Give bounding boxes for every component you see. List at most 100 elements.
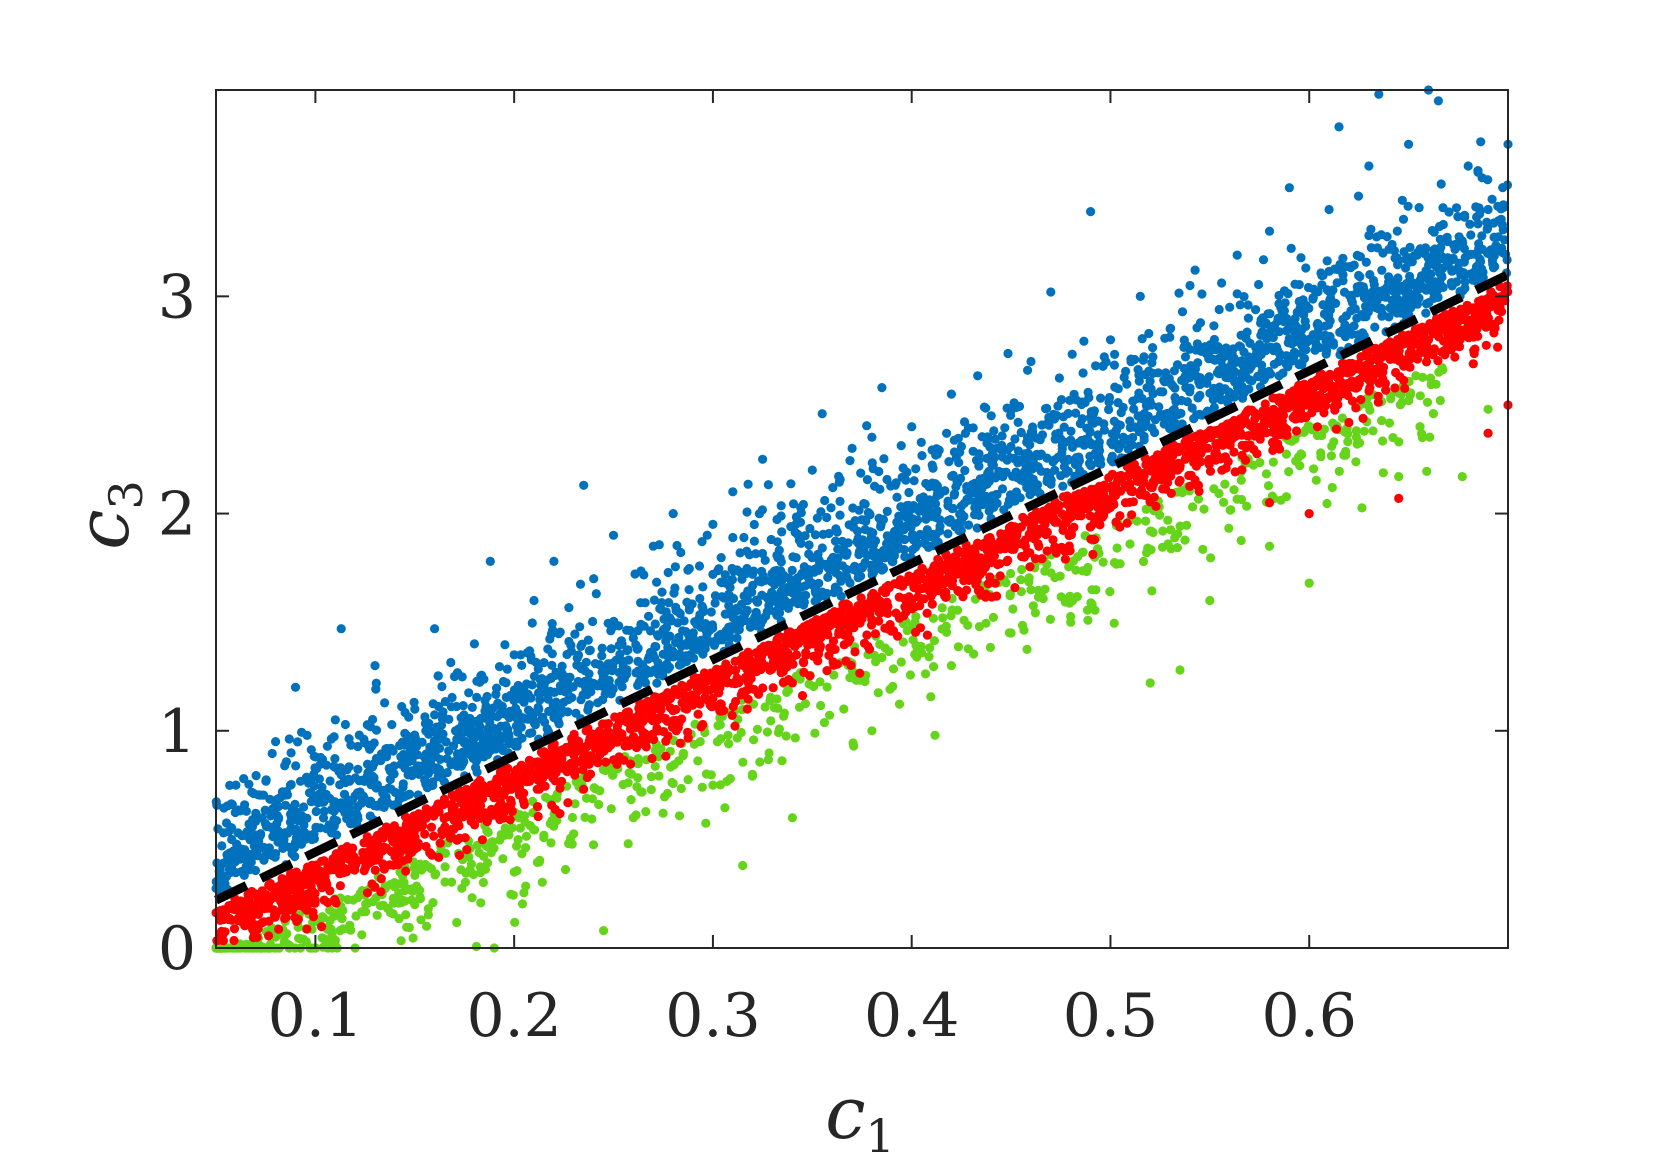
data-point [362,759,373,769]
data-point [1232,289,1242,299]
data-point [1033,585,1043,596]
data-point [663,642,673,653]
data-point [865,509,875,519]
data-point [446,702,456,712]
data-point [606,689,616,699]
data-point [888,664,899,674]
data-point [584,646,595,656]
data-point [582,772,593,783]
data-point [1022,644,1032,655]
data-point [1239,364,1249,374]
data-point [1317,280,1327,290]
data-point [1091,361,1101,371]
data-point [853,526,863,536]
data-point [850,516,860,526]
data-point [666,762,676,772]
data-point [1332,278,1342,288]
data-point [404,922,414,933]
data-point [927,599,937,609]
data-point [1166,379,1176,389]
data-point [590,659,600,669]
data-point [273,794,283,804]
data-point [670,562,681,572]
data-point [370,865,380,875]
data-point [1150,427,1160,438]
data-point [1372,232,1382,242]
data-point [1155,510,1165,520]
data-point [1109,558,1120,568]
data-point [867,726,877,736]
data-point [737,574,747,584]
data-point [1224,523,1234,533]
data-point [379,785,389,795]
data-point [524,692,534,702]
data-point [1437,363,1447,373]
data-point [772,514,782,525]
data-point [264,931,274,941]
data-point [429,831,439,841]
data-point [232,839,242,849]
data-point [695,737,705,747]
data-point [1476,137,1486,147]
data-point [1024,450,1034,460]
data-point [930,730,940,740]
data-point [480,706,490,716]
data-point [997,431,1007,441]
data-point [567,839,577,849]
data-point [213,824,223,834]
data-point [1473,166,1483,176]
data-point [1418,372,1428,382]
data-point [793,599,803,609]
data-point [1465,219,1475,229]
data-point [1159,419,1169,429]
data-point [1343,437,1353,447]
data-point [1050,434,1060,444]
data-point [892,492,902,502]
data-point [1368,275,1379,286]
data-point [839,704,849,714]
data-point [1182,341,1192,351]
data-point [1148,343,1158,353]
data-point [987,491,997,501]
data-point [1487,194,1497,204]
data-point [516,722,527,732]
data-point [1213,342,1223,352]
data-point [1025,473,1036,483]
data-point [720,803,730,813]
data-point [843,618,853,629]
data-point [410,900,420,910]
data-point [929,662,939,672]
data-point [1121,366,1131,376]
data-point [306,774,316,784]
data-point [525,646,535,656]
data-point [1353,191,1364,201]
data-point [1338,270,1348,280]
data-point [1274,327,1284,337]
data-point [278,843,288,854]
data-point [1290,279,1300,289]
data-point [1030,608,1040,618]
data-point [498,854,508,864]
data-point [606,626,616,636]
data-point [1093,458,1103,468]
data-point [1372,243,1382,253]
data-point [1224,394,1234,404]
data-point [786,479,796,489]
data-point [1384,312,1394,322]
data-point [339,777,349,787]
data-point [751,549,761,559]
data-point [985,642,996,653]
data-point [265,794,275,804]
data-point [1146,384,1156,394]
data-point [998,445,1008,455]
data-point [1298,295,1308,305]
data-point [641,742,651,752]
data-point [550,793,561,803]
data-point [580,666,590,676]
data-point [383,903,393,914]
data-point [1210,355,1220,365]
data-point [1024,573,1034,583]
data-point [1469,249,1479,259]
data-point [1048,535,1058,545]
data-point [1104,392,1115,403]
